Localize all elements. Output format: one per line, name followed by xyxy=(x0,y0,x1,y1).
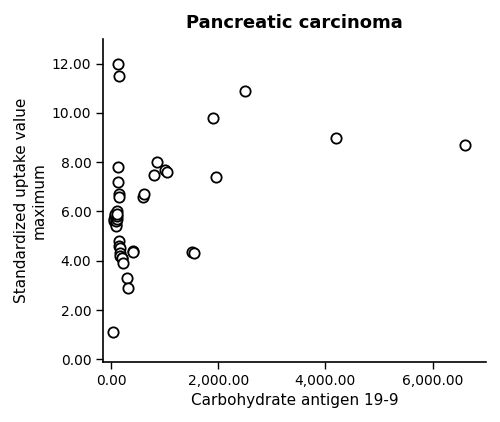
Point xyxy=(113,213,121,220)
Point xyxy=(460,141,468,148)
Point xyxy=(124,275,132,281)
Point xyxy=(128,248,136,254)
Point xyxy=(116,243,124,249)
Point xyxy=(124,284,132,291)
Point xyxy=(332,134,340,141)
Point xyxy=(109,329,117,335)
Point xyxy=(113,208,121,215)
Point xyxy=(112,220,120,227)
Point xyxy=(164,169,172,176)
Point xyxy=(140,193,147,200)
Point xyxy=(111,213,119,220)
Point xyxy=(115,238,123,244)
X-axis label: Carbohydrate antigen 19-9: Carbohydrate antigen 19-9 xyxy=(191,393,398,408)
Point xyxy=(118,255,126,262)
Point xyxy=(129,249,137,255)
Point xyxy=(114,73,122,79)
Point xyxy=(116,250,124,257)
Point xyxy=(209,114,217,121)
Point xyxy=(118,255,126,262)
Point xyxy=(160,166,168,173)
Point xyxy=(190,250,198,257)
Point xyxy=(114,179,122,185)
Point xyxy=(112,223,120,230)
Point xyxy=(114,211,122,217)
Point xyxy=(150,171,158,178)
Point xyxy=(116,245,124,252)
Point xyxy=(188,249,196,255)
Title: Pancreatic carcinoma: Pancreatic carcinoma xyxy=(186,14,403,32)
Point xyxy=(114,164,122,170)
Point xyxy=(212,173,220,180)
Point xyxy=(119,260,127,267)
Point xyxy=(112,216,120,222)
Point xyxy=(112,211,120,217)
Point xyxy=(116,252,124,259)
Y-axis label: Standardized uptake value
maximum: Standardized uptake value maximum xyxy=(14,97,46,303)
Point xyxy=(241,87,249,94)
Point xyxy=(110,216,118,222)
Point xyxy=(152,159,160,165)
Point xyxy=(115,193,123,200)
Point xyxy=(114,191,122,197)
Point xyxy=(114,60,122,67)
Point xyxy=(112,218,120,225)
Point xyxy=(140,191,148,197)
Point xyxy=(110,218,118,225)
